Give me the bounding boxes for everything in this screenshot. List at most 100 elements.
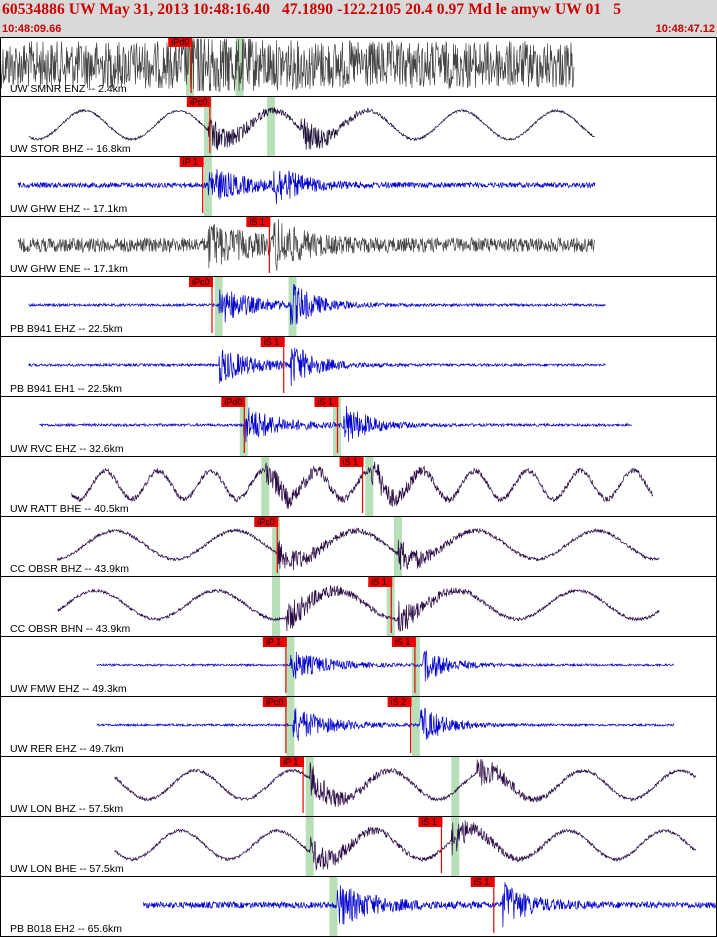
pick-label: iS 1 [371, 577, 387, 587]
pick-flag [262, 637, 287, 647]
trace-row: iS 1 PB B941 EH1 -- 22.5km [0, 337, 717, 397]
phase-window [305, 817, 314, 877]
trace-row: iPc0 CC OBSR BHZ -- 43.9km [0, 517, 717, 577]
waveform [57, 527, 660, 571]
station-label: CC OBSR BHN -- 43.9km [10, 623, 130, 635]
waveform [96, 650, 674, 682]
phase-window [261, 457, 270, 517]
station-label: UW RATT BHE -- 40.5km [10, 503, 129, 515]
waveform [39, 405, 632, 443]
pick-label: iS 1 [474, 877, 490, 887]
pick-label: iP 1 [266, 637, 281, 647]
waveform [28, 284, 606, 325]
pick-label: iS 1 [264, 337, 280, 347]
station-label: CC OBSR BHZ -- 43.9km [10, 563, 129, 575]
trace-row: iS 1 CC OBSR BHN -- 43.9km [0, 577, 717, 637]
pick-label: iS 1 [395, 637, 411, 647]
phase-window [329, 877, 338, 937]
pick-label: iS 2 [391, 697, 407, 707]
trace-row: iPc0 UW STOR BHZ -- 16.8km [0, 97, 717, 157]
pick-flag [246, 217, 271, 227]
pick-label: iPc0 [257, 517, 275, 527]
phase-window [305, 757, 314, 817]
trace-row: iPd0 iS 1 UW RVC EHZ -- 32.6km [0, 397, 717, 457]
station-label: UW RVC EHZ -- 32.6km [10, 443, 124, 455]
station-label: UW GHW EHZ -- 17.1km [10, 203, 128, 215]
pick-label: iS 1 [421, 817, 437, 827]
trace-row: iS 1 UW RATT BHE -- 40.5km [0, 457, 717, 517]
pick-flag [260, 337, 285, 347]
station-label: UW LON BHZ -- 57.5km [10, 803, 123, 815]
event-title: 60534886 UW May 31, 2013 10:48:16.40 47.… [2, 1, 622, 18]
pick-label: iPd0 [171, 37, 189, 47]
panel-frame [0, 37, 717, 937]
pick-flag [470, 877, 495, 887]
station-label: UW RER EHZ -- 49.7km [10, 743, 124, 755]
waveform [114, 820, 697, 871]
pick-flag [418, 817, 443, 827]
phase-window [288, 277, 297, 337]
station-label: PB B941 EHZ -- 22.5km [10, 323, 123, 335]
waveform [17, 218, 596, 272]
pick-label: iP 1 [183, 157, 198, 167]
phase-window [286, 697, 295, 757]
pick-label: iP 1 [283, 757, 298, 767]
phase-window [411, 697, 420, 757]
waveform [114, 758, 697, 807]
trace-row: iPc0 iS 2 UW RER EHZ -- 49.7km [0, 697, 717, 757]
station-label: UW STOR BHZ -- 16.8km [10, 143, 131, 155]
waveform [17, 169, 596, 205]
event-header: 60534886 UW May 31, 2013 10:48:16.40 47.… [0, 0, 717, 37]
pick-label: iPc0 [192, 277, 210, 287]
station-label: UW FMW EHZ -- 49.3km [10, 683, 127, 695]
trace-row: iPc0 PB B941 EHZ -- 22.5km [0, 277, 717, 337]
pick-flag [254, 517, 279, 527]
pick-flag [186, 97, 211, 107]
window-end-time: 10:48:47.12 [655, 23, 715, 35]
waveform [57, 585, 660, 632]
pick-flag [189, 277, 214, 287]
phase-window [267, 97, 276, 157]
pick-flag [314, 397, 339, 407]
pick-flag [391, 637, 416, 647]
phase-window [451, 757, 460, 817]
station-label: PB B018 EH2 -- 65.6km [10, 923, 122, 935]
pick-label: iPc0 [266, 697, 284, 707]
waveform [0, 37, 575, 92]
waveform [96, 707, 675, 741]
pick-label: iPc0 [190, 97, 208, 107]
station-label: UW SMNR ENZ -- 2.4km [10, 83, 127, 95]
pick-label: iPd0 [224, 397, 242, 407]
station-label: UW LON BHE -- 57.5km [10, 863, 124, 875]
pick-flag [168, 37, 193, 47]
trace-row: iS 1 PB B018 EH2 -- 65.6km [0, 877, 717, 937]
pick-flag [387, 697, 412, 707]
phase-window [365, 457, 374, 517]
waveform [143, 882, 717, 928]
station-label: PB B941 EH1 -- 22.5km [10, 383, 122, 395]
trace-row: iS 1 UW GHW ENE -- 17.1km [0, 217, 717, 277]
pick-flag [221, 397, 246, 407]
trace-row: iP 1 iS 1 UW FMW EHZ -- 49.3km [0, 637, 717, 697]
seismogram-panel: iPd0 UW SMNR ENZ -- 2.4km iPc0 UW STOR BHZ … [0, 37, 717, 937]
phase-window [286, 637, 295, 697]
pick-label: iS 1 [249, 217, 265, 227]
phase-window [272, 577, 281, 637]
phase-window [272, 517, 281, 577]
trace-row: iP 1 UW LON BHZ -- 57.5km [0, 757, 717, 817]
pick-label: iS 1 [317, 397, 333, 407]
window-start-time: 10:48:09.66 [2, 23, 62, 35]
waveform [28, 107, 595, 151]
trace-row: iP 1 UW GHW EHZ -- 17.1km [0, 157, 717, 217]
pick-flag [368, 577, 393, 587]
pick-flag [179, 157, 204, 167]
trace-row: iPd0 UW SMNR ENZ -- 2.4km [0, 37, 717, 97]
phase-window [451, 817, 460, 877]
pick-flag [280, 757, 305, 767]
pick-flag [339, 457, 364, 467]
pick-label: iS 1 [343, 457, 359, 467]
phase-window [411, 637, 420, 697]
trace-row: iS 1 UW LON BHE -- 57.5km [0, 817, 717, 877]
station-label: UW GHW ENE -- 17.1km [10, 263, 128, 275]
waveform [28, 347, 606, 387]
